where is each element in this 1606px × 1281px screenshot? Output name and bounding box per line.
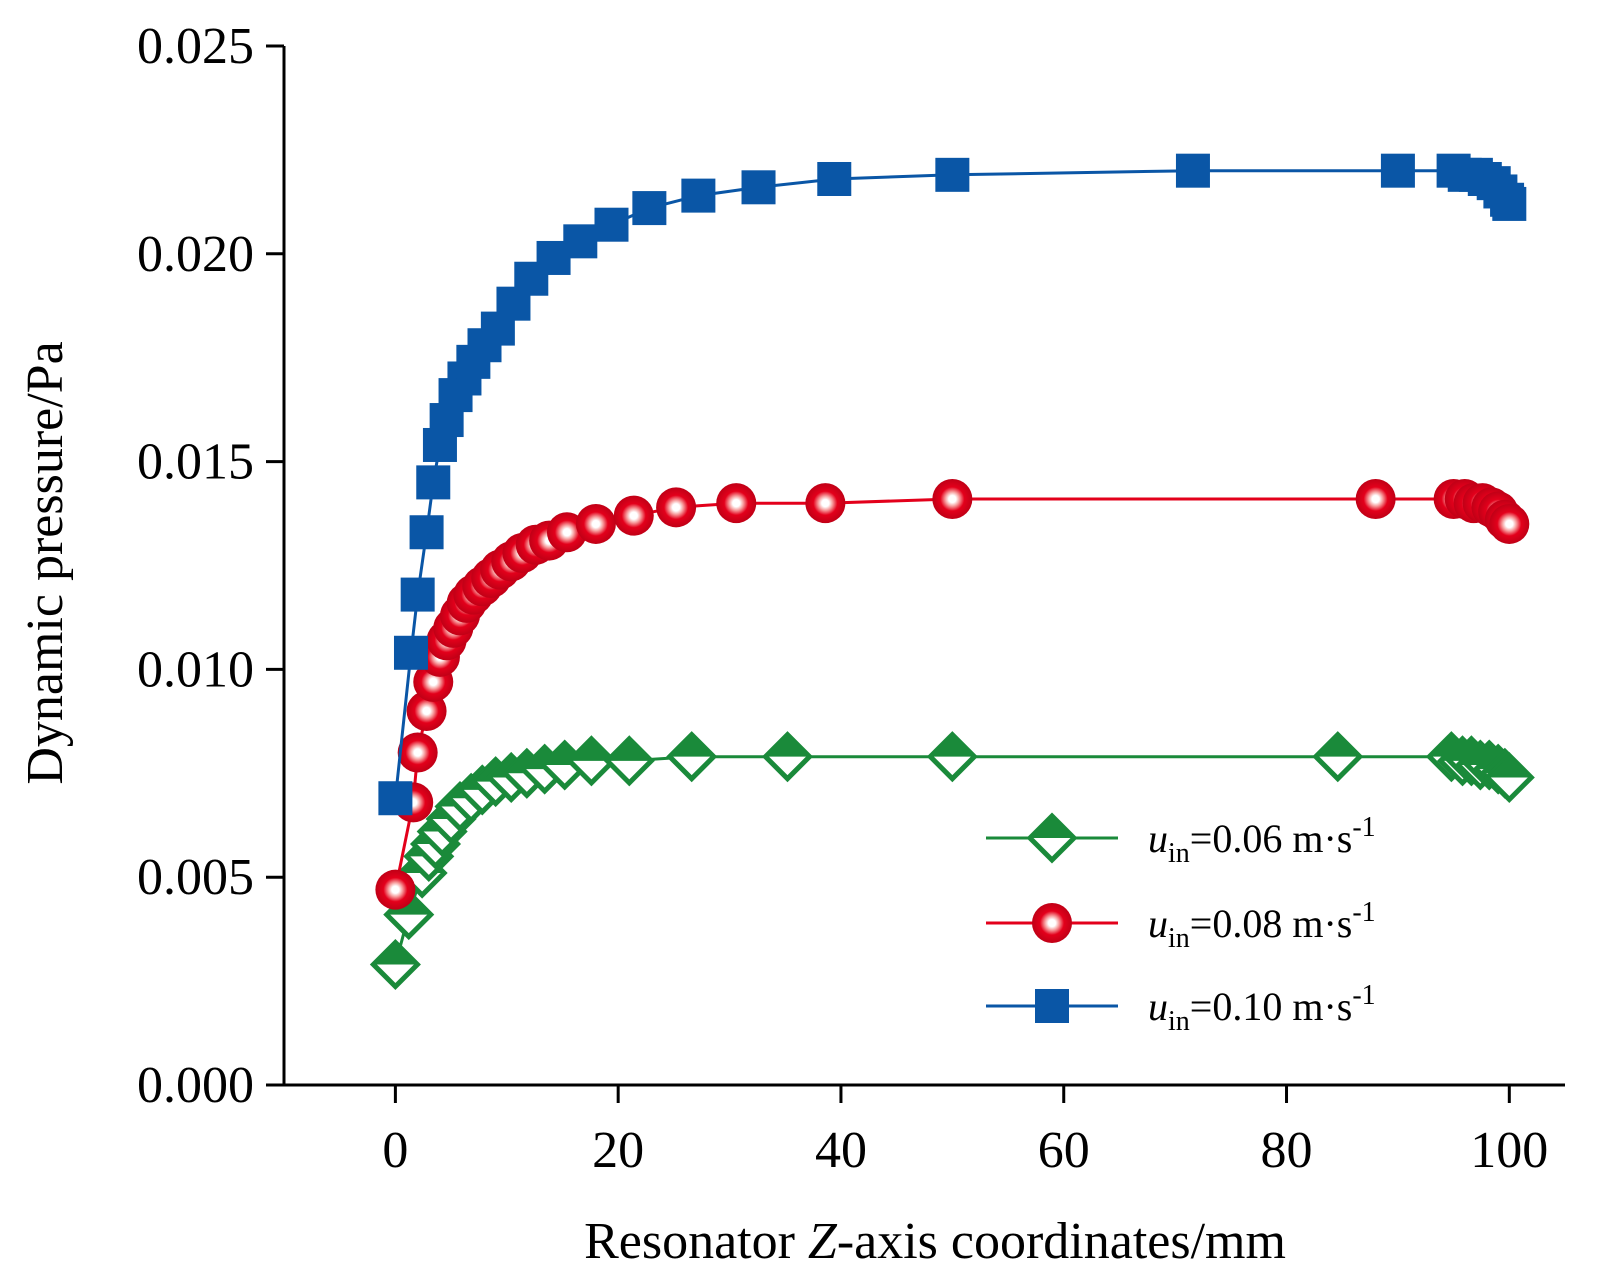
y-tick-label: 0.025	[137, 18, 254, 75]
series-diamond	[369, 731, 1535, 991]
data-point-fill	[669, 734, 714, 757]
data-point	[681, 178, 716, 213]
legend-label: uin=0.08 m·s-1	[1148, 897, 1376, 954]
series-square	[378, 153, 1527, 816]
data-point	[575, 503, 616, 544]
series-circle	[375, 479, 1530, 910]
data-point	[369, 938, 421, 991]
data-point	[632, 191, 667, 226]
legend-label-sup: -1	[1352, 980, 1375, 1011]
x-tick-label: 40	[815, 1122, 867, 1179]
legend-label-sub: in	[1168, 838, 1190, 869]
data-point	[1355, 479, 1396, 520]
data-point-fill	[930, 734, 975, 757]
data-point	[1380, 153, 1415, 188]
legend-item-circle: uin=0.08 m·s-1	[986, 897, 1376, 954]
legend-label-var: u	[1148, 901, 1168, 946]
data-point	[400, 577, 435, 612]
legend-label-sup: -1	[1352, 812, 1375, 843]
y-tick-label: 0.015	[137, 434, 254, 491]
data-point	[741, 170, 776, 205]
data-point	[932, 479, 973, 520]
x-tick-label: 60	[1038, 1122, 1090, 1179]
legend-label: uin=0.06 m·s-1	[1148, 812, 1376, 869]
data-point	[716, 483, 757, 524]
x-axis-title-part-1: Resonator	[584, 1213, 808, 1270]
data-point	[409, 515, 444, 550]
data-point-fill	[373, 942, 418, 965]
data-point	[378, 781, 413, 816]
legend-label: uin=0.10 m·s-1	[1148, 980, 1376, 1037]
plot-series	[369, 153, 1535, 991]
data-point	[1492, 186, 1527, 221]
legend-label-value: =0.08 m·s	[1190, 901, 1353, 946]
legend-label-sub: in	[1168, 1006, 1190, 1037]
x-tick-label: 100	[1470, 1122, 1548, 1179]
legend-label-value: =0.10 m·s	[1190, 984, 1353, 1029]
data-point	[603, 735, 655, 787]
data-point	[935, 157, 970, 192]
legend-marker	[1026, 812, 1078, 864]
y-tick-label: 0.010	[137, 641, 254, 698]
legend-label-value: =0.06 m·s	[1190, 816, 1353, 861]
data-point	[594, 207, 629, 242]
legend-label-sup: -1	[1352, 897, 1375, 928]
legend-marker	[1032, 903, 1072, 943]
data-point	[926, 731, 978, 783]
data-point-fill	[1315, 734, 1360, 757]
data-point	[1489, 503, 1530, 544]
data-point	[375, 869, 416, 910]
data-point	[397, 732, 438, 773]
data-point	[761, 731, 814, 783]
x-tick-label: 20	[592, 1122, 644, 1179]
data-point-fill	[1487, 755, 1532, 778]
y-tick-label: 0.020	[137, 226, 254, 283]
data-point-fill	[607, 738, 652, 761]
legend-label-sub: in	[1168, 923, 1190, 954]
data-point	[817, 161, 852, 196]
legend-item-square: uin=0.10 m·s-1	[986, 980, 1376, 1037]
data-point	[1175, 153, 1210, 188]
data-point	[1312, 731, 1364, 783]
data-point	[416, 465, 451, 500]
axes: 0.000 0.005 0.010 0.015 0.020 0.025 0 20 40 60 80 1…	[137, 18, 1565, 1179]
data-point-fill	[569, 738, 614, 761]
data-point	[565, 735, 617, 787]
y-axis-title: Dynamic pressure/Pa	[17, 341, 74, 784]
legend-marker-fill	[1030, 816, 1074, 838]
x-axis-title: Resonator Z-axis coordinates/mm	[584, 1213, 1286, 1270]
legend-label-var: u	[1148, 816, 1168, 861]
data-point-fill	[765, 734, 810, 757]
x-tick-label: 80	[1261, 1122, 1313, 1179]
data-point	[563, 224, 598, 259]
legend-marker	[1035, 989, 1069, 1023]
x-axis-title-part-2: Z	[808, 1213, 838, 1270]
data-point	[1483, 751, 1535, 803]
y-tick-label: 0.000	[137, 1057, 254, 1114]
x-tick-label: 0	[382, 1122, 408, 1179]
data-point	[656, 487, 697, 528]
legend-label-var: u	[1148, 984, 1168, 1029]
data-point	[393, 635, 428, 670]
x-axis-title-part-3: -axis coordinates/mm	[837, 1213, 1286, 1270]
data-point	[805, 483, 846, 524]
legend-item-diamond: uin=0.06 m·s-1	[986, 812, 1376, 869]
data-point	[666, 731, 718, 783]
data-point	[613, 495, 654, 536]
y-tick-label: 0.005	[137, 849, 254, 906]
